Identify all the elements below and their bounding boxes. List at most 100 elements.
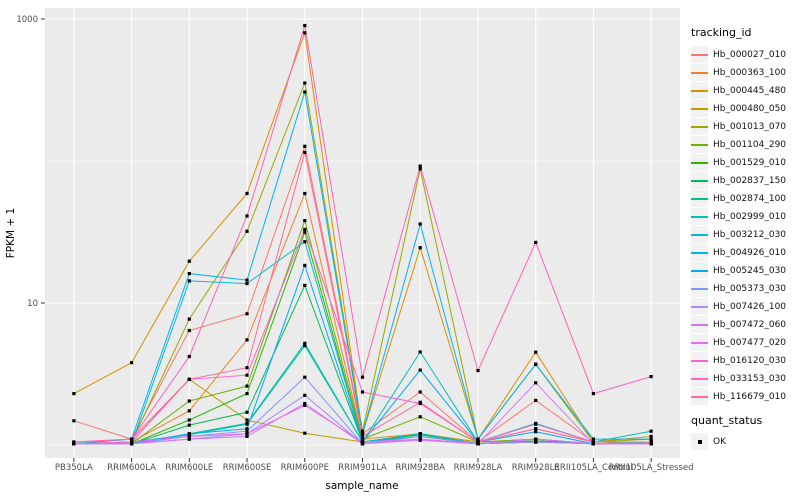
data-point xyxy=(303,403,307,407)
data-point xyxy=(245,392,249,396)
data-point xyxy=(303,23,307,28)
legend-item: Hb_007472_060 xyxy=(691,316,799,333)
data-point xyxy=(72,440,76,444)
data-point xyxy=(187,328,191,333)
data-point xyxy=(187,317,191,321)
y-tick-label: 10 xyxy=(27,299,38,309)
quant-status-item: OK xyxy=(691,433,799,450)
legend-item-label: Hb_001104_290 xyxy=(713,139,787,150)
x-tick-label: RRIM928LE xyxy=(512,463,560,473)
data-point xyxy=(72,419,76,423)
legend-item: Hb_002999_010 xyxy=(691,208,799,225)
legend-line-swatch xyxy=(691,377,708,380)
data-point xyxy=(418,246,422,250)
data-point xyxy=(476,442,480,446)
legend-line-swatch xyxy=(691,233,708,236)
data-point xyxy=(245,429,249,433)
legend-key xyxy=(691,82,708,99)
legend-line-swatch xyxy=(691,197,708,200)
legend-key xyxy=(691,370,708,387)
data-point xyxy=(360,434,365,438)
legend-item: Hb_001013_070 xyxy=(691,118,799,135)
legend-item: Hb_000445_480 xyxy=(691,82,799,99)
data-point xyxy=(303,230,307,234)
data-point xyxy=(534,430,538,434)
data-point xyxy=(72,392,76,396)
data-point xyxy=(476,437,480,441)
x-tick-label: RRIM928LA xyxy=(454,463,503,473)
legend-item: Hb_001529_010 xyxy=(691,154,799,171)
data-point xyxy=(476,440,480,444)
data-point xyxy=(360,432,365,436)
data-point xyxy=(303,401,307,406)
data-point xyxy=(534,381,538,385)
legend-item-label: Hb_000480_050 xyxy=(713,103,787,114)
data-point xyxy=(187,434,191,438)
data-point xyxy=(245,373,249,377)
legend-line-swatch xyxy=(691,323,708,326)
legend-item: Hb_007426_100 xyxy=(691,298,799,315)
data-point xyxy=(245,418,249,422)
data-point xyxy=(130,361,134,365)
x-tick-label: RRIM928BA xyxy=(395,463,445,473)
data-point xyxy=(360,440,365,444)
data-point xyxy=(245,410,249,414)
data-point xyxy=(418,390,422,394)
data-point xyxy=(303,191,307,196)
legend-item-label: Hb_007477_020 xyxy=(713,337,787,348)
data-point xyxy=(187,354,191,359)
x-tick-label: RRIM600LA xyxy=(107,463,156,473)
legend-line-swatch xyxy=(691,251,708,254)
y-axis-title: FPKM + 1 xyxy=(5,208,17,258)
data-point xyxy=(649,429,653,433)
data-point xyxy=(303,90,307,94)
data-point xyxy=(303,263,307,267)
legend-line-swatch xyxy=(691,395,708,398)
legend-items: Hb_000027_010 Hb_000363_100 Hb_000445_480 H… xyxy=(691,46,799,405)
data-point xyxy=(187,399,191,403)
legend-item: Hb_002874_100 xyxy=(691,190,799,207)
data-point xyxy=(303,31,307,35)
legend-item-label: Hb_000445_480 xyxy=(713,85,787,96)
legend-line-swatch xyxy=(691,125,708,128)
data-point xyxy=(303,344,307,348)
legend-item-label: Hb_004926_010 xyxy=(713,247,787,258)
data-point xyxy=(360,442,365,446)
data-point xyxy=(245,384,249,388)
data-point xyxy=(418,434,422,438)
x-tick-label: PB350LA xyxy=(55,463,93,473)
data-point xyxy=(534,427,538,431)
legend-key xyxy=(691,262,708,279)
data-point xyxy=(303,150,307,154)
data-point xyxy=(591,437,595,441)
data-point xyxy=(360,375,365,379)
data-point xyxy=(418,164,422,168)
data-point xyxy=(534,422,538,426)
legend-item-label: Hb_003212_030 xyxy=(713,229,787,240)
data-point xyxy=(534,437,538,441)
data-point xyxy=(187,409,191,413)
legend-item-label: Hb_002999_010 xyxy=(713,211,787,222)
legend-line-swatch xyxy=(691,305,708,308)
legend-key xyxy=(691,334,708,351)
data-point xyxy=(649,375,653,379)
y-tick-label: 1000 xyxy=(16,15,38,25)
legend-item-label: Hb_116679_010 xyxy=(713,391,787,402)
legend-key xyxy=(691,208,708,225)
data-point xyxy=(476,369,480,373)
legend-item-label: Hb_016120_030 xyxy=(713,355,787,366)
legend-item-label: Hb_033153_030 xyxy=(713,373,787,384)
data-point xyxy=(187,279,191,283)
data-point xyxy=(418,350,422,354)
legend-title-tracking-id: tracking_id xyxy=(691,26,752,39)
legend-key xyxy=(691,316,708,333)
legend-item: Hb_001104_290 xyxy=(691,136,799,153)
data-point xyxy=(303,375,307,379)
data-point xyxy=(303,283,307,287)
data-point xyxy=(245,338,249,342)
data-point xyxy=(360,390,365,394)
data-point xyxy=(245,278,249,282)
data-point xyxy=(360,429,365,433)
data-point xyxy=(418,400,422,404)
legend-title-quant-status: quant_status xyxy=(691,414,763,427)
